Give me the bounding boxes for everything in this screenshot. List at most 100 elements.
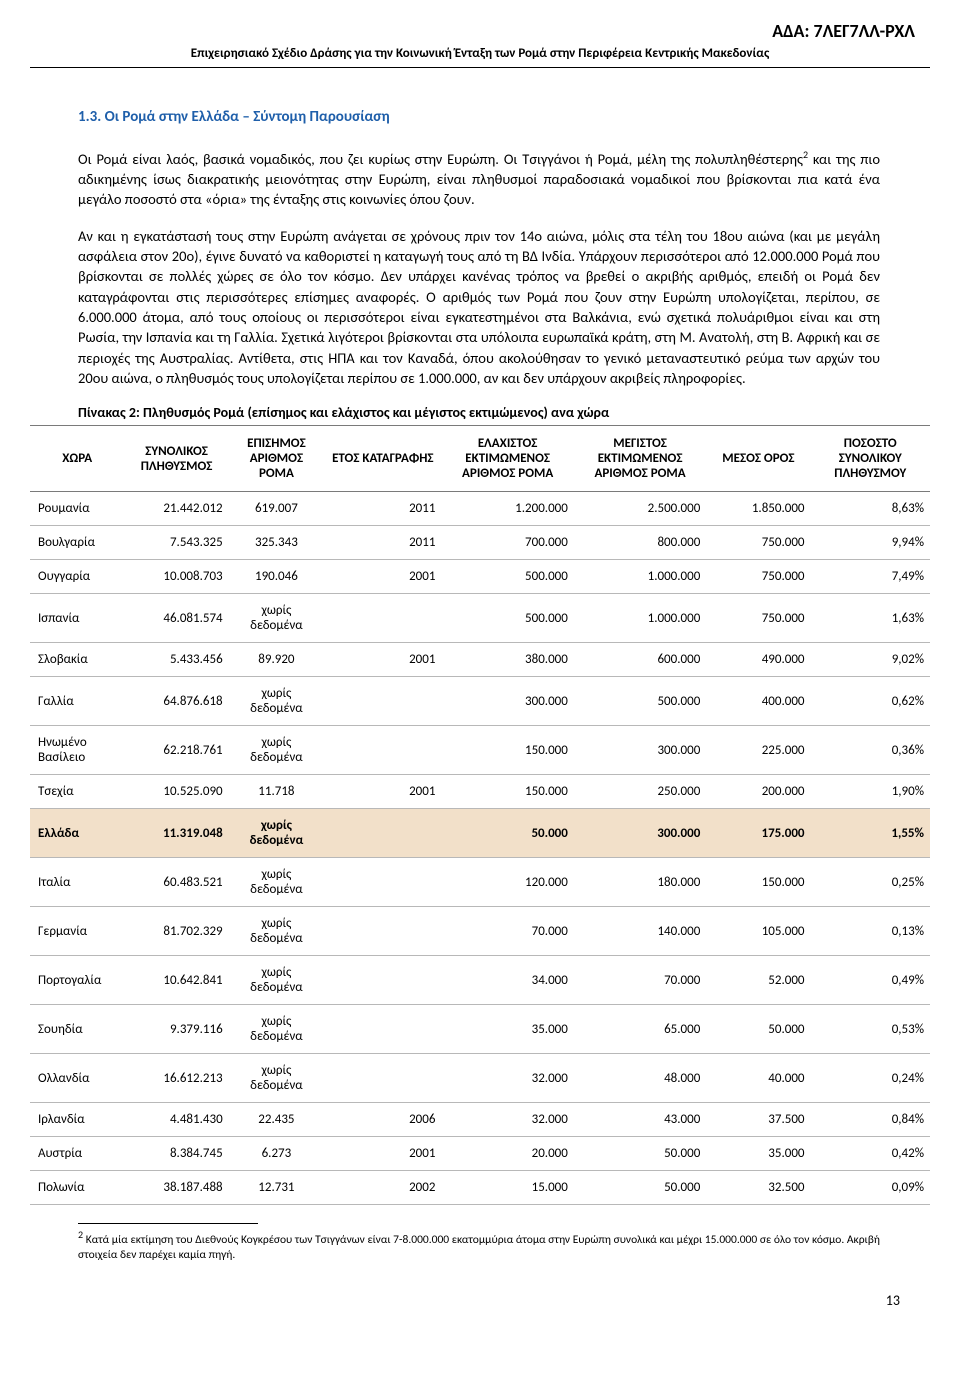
- table-cell: 50.000: [441, 809, 573, 858]
- table-cell: 300.000: [574, 809, 706, 858]
- table-cell: Ολλανδία: [30, 1054, 124, 1103]
- table-row: Ελλάδα11.319.048χωρίς δεδομένα50.000300.…: [30, 809, 930, 858]
- table-header-cell: ΕΤΟΣ ΚΑΤΑΓΡΑΦΗΣ: [324, 426, 441, 492]
- table-cell: 105.000: [706, 907, 810, 956]
- table-cell: 12.731: [229, 1171, 325, 1205]
- table-cell: Τσεχία: [30, 775, 124, 809]
- table-row: Βουλγαρία7.543.325325.3432011700.000800.…: [30, 526, 930, 560]
- table-cell: 150.000: [441, 775, 573, 809]
- section-title: 1.3. Οι Ρομά στην Ελλάδα – Σύντομη Παρου…: [78, 108, 930, 126]
- table-row: Ιταλία60.483.521χωρίς δεδομένα120.000180…: [30, 858, 930, 907]
- table-cell: [324, 907, 441, 956]
- table-cell: 175.000: [706, 809, 810, 858]
- footnote: 2 Κατά μία εκτίμηση του Διεθνούς Κογκρέσ…: [78, 1228, 880, 1264]
- table-row: Ιρλανδία4.481.43022.435200632.00043.0003…: [30, 1103, 930, 1137]
- table-cell: 40.000: [706, 1054, 810, 1103]
- table-cell: 150.000: [706, 858, 810, 907]
- table-cell: 6.273: [229, 1137, 325, 1171]
- table-cell: χωρίς δεδομένα: [229, 1005, 325, 1054]
- table-cell: [324, 594, 441, 643]
- table-cell: 200.000: [706, 775, 810, 809]
- table-cell: 2006: [324, 1103, 441, 1137]
- table-cell: 800.000: [574, 526, 706, 560]
- table-cell: 10.008.703: [124, 560, 228, 594]
- table-row: Σουηδία9.379.116χωρίς δεδομένα35.00065.0…: [30, 1005, 930, 1054]
- table-cell: χωρίς δεδομένα: [229, 858, 325, 907]
- table-cell: 700.000: [441, 526, 573, 560]
- table-cell: 21.442.012: [124, 492, 228, 526]
- table-cell: 0,09%: [811, 1171, 930, 1205]
- table-cell: 225.000: [706, 726, 810, 775]
- table-cell: 7,49%: [811, 560, 930, 594]
- table-cell: Πορτογαλία: [30, 956, 124, 1005]
- table-cell: Γερμανία: [30, 907, 124, 956]
- table-row: Γερμανία81.702.329χωρίς δεδομένα70.00014…: [30, 907, 930, 956]
- table-cell: 35.000: [706, 1137, 810, 1171]
- table-cell: 140.000: [574, 907, 706, 956]
- table-cell: 0,62%: [811, 677, 930, 726]
- table-cell: 2.500.000: [574, 492, 706, 526]
- table-cell: 50.000: [574, 1137, 706, 1171]
- table-cell: 32.000: [441, 1054, 573, 1103]
- table-header-cell: ΕΠΙΣΗΜΟΣ ΑΡΙΘΜΟΣ ΡΟΜΑ: [229, 426, 325, 492]
- table-cell: 70.000: [441, 907, 573, 956]
- table-cell: 500.000: [441, 594, 573, 643]
- table-cell: Ρουμανία: [30, 492, 124, 526]
- table-cell: 2001: [324, 1137, 441, 1171]
- table-cell: 89.920: [229, 643, 325, 677]
- table-cell: 1.000.000: [574, 594, 706, 643]
- table-cell: 120.000: [441, 858, 573, 907]
- table-cell: 2001: [324, 775, 441, 809]
- table-cell: 1,90%: [811, 775, 930, 809]
- table-cell: 15.000: [441, 1171, 573, 1205]
- table-cell: 11.319.048: [124, 809, 228, 858]
- table-cell: 8.384.745: [124, 1137, 228, 1171]
- table-cell: 400.000: [706, 677, 810, 726]
- table-cell: Ιρλανδία: [30, 1103, 124, 1137]
- table-cell: [324, 1005, 441, 1054]
- table-cell: 32.000: [441, 1103, 573, 1137]
- table-cell: 48.000: [574, 1054, 706, 1103]
- table-cell: 1,55%: [811, 809, 930, 858]
- table-cell: 325.343: [229, 526, 325, 560]
- table-row: Σλοβακία5.433.45689.9202001380.000600.00…: [30, 643, 930, 677]
- table-cell: 600.000: [574, 643, 706, 677]
- table-cell: 34.000: [441, 956, 573, 1005]
- table-cell: 38.187.488: [124, 1171, 228, 1205]
- table-cell: 1.200.000: [441, 492, 573, 526]
- table-header-cell: ΕΛΑΧΙΣΤΟΣ ΕΚΤΙΜΩΜΕΝΟΣ ΑΡΙΘΜΟΣ ΡΟΜΑ: [441, 426, 573, 492]
- table-cell: χωρίς δεδομένα: [229, 907, 325, 956]
- table-cell: 0,42%: [811, 1137, 930, 1171]
- table-row: Γαλλία64.876.618χωρίς δεδομένα300.000500…: [30, 677, 930, 726]
- table-cell: 1.000.000: [574, 560, 706, 594]
- table-cell: 20.000: [441, 1137, 573, 1171]
- table-cell: 65.000: [574, 1005, 706, 1054]
- table-cell: 10.642.841: [124, 956, 228, 1005]
- paragraph-1: Οι Ρομά είναι λαός, βασικά νομαδικός, πο…: [78, 148, 880, 210]
- table-cell: 1,63%: [811, 594, 930, 643]
- table-cell: χωρίς δεδομένα: [229, 1054, 325, 1103]
- footnote-separator: [78, 1223, 258, 1224]
- table-cell: 7.543.325: [124, 526, 228, 560]
- table-cell: 190.046: [229, 560, 325, 594]
- table-caption: Πίνακας 2: Πληθυσμός Ρομά (επίσημος και …: [78, 404, 880, 421]
- table-cell: 2011: [324, 492, 441, 526]
- table-cell: 750.000: [706, 594, 810, 643]
- table-cell: 300.000: [574, 726, 706, 775]
- table-cell: 2011: [324, 526, 441, 560]
- table-cell: 9,02%: [811, 643, 930, 677]
- table-cell: 150.000: [441, 726, 573, 775]
- table-row: Τσεχία10.525.09011.7182001150.000250.000…: [30, 775, 930, 809]
- table-cell: Αυστρία: [30, 1137, 124, 1171]
- table-cell: 300.000: [441, 677, 573, 726]
- table-cell: 2001: [324, 643, 441, 677]
- table-cell: Σλοβακία: [30, 643, 124, 677]
- table-cell: 16.612.213: [124, 1054, 228, 1103]
- table-cell: χωρίς δεδομένα: [229, 677, 325, 726]
- table-cell: 619.007: [229, 492, 325, 526]
- table-row: Ηνωμένο Βασίλειο62.218.761χωρίς δεδομένα…: [30, 726, 930, 775]
- table-cell: 60.483.521: [124, 858, 228, 907]
- table-cell: 52.000: [706, 956, 810, 1005]
- table-header-row: ΧΩΡΑΣΥΝΟΛΙΚΟΣ ΠΛΗΘΥΣΜΟΣΕΠΙΣΗΜΟΣ ΑΡΙΘΜΟΣ …: [30, 426, 930, 492]
- table-cell: 0,84%: [811, 1103, 930, 1137]
